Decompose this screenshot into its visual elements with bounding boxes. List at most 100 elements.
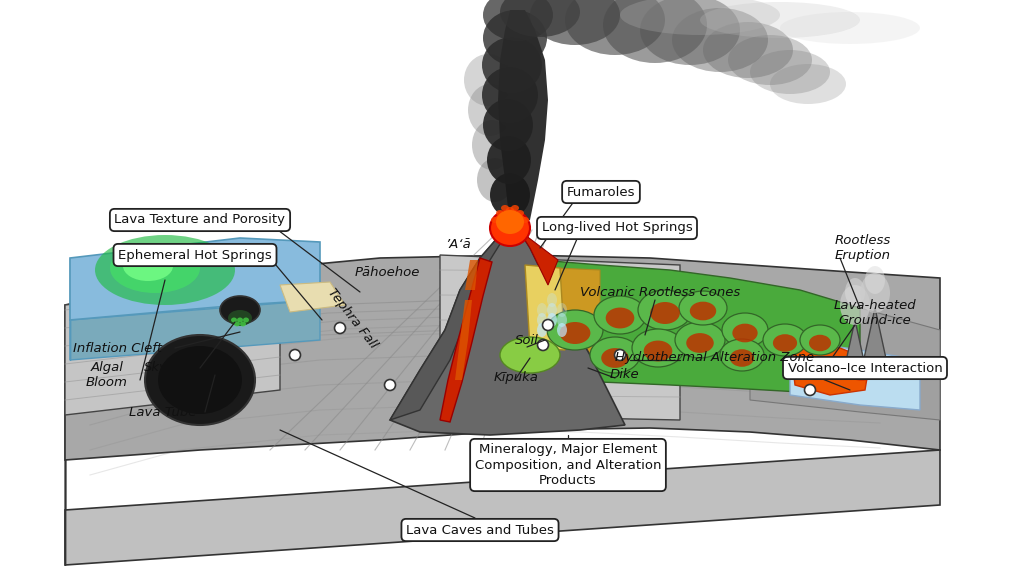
Ellipse shape bbox=[773, 334, 797, 352]
Text: Lava-heated
Ground-ice: Lava-heated Ground-ice bbox=[834, 299, 916, 327]
Text: Volcanic Rootless Cones: Volcanic Rootless Cones bbox=[580, 285, 740, 299]
Ellipse shape bbox=[800, 325, 840, 355]
Ellipse shape bbox=[482, 37, 542, 93]
Polygon shape bbox=[561, 265, 567, 420]
Circle shape bbox=[384, 379, 395, 391]
Polygon shape bbox=[65, 255, 940, 460]
Text: Soil: Soil bbox=[515, 333, 539, 347]
Text: Pāhoehoe: Pāhoehoe bbox=[354, 265, 420, 278]
Ellipse shape bbox=[547, 293, 557, 307]
Ellipse shape bbox=[620, 0, 780, 35]
Polygon shape bbox=[540, 260, 860, 395]
Ellipse shape bbox=[237, 317, 243, 323]
Ellipse shape bbox=[220, 296, 260, 324]
Text: Lava Tube: Lava Tube bbox=[129, 406, 197, 418]
Circle shape bbox=[335, 323, 345, 333]
Ellipse shape bbox=[521, 217, 529, 223]
Ellipse shape bbox=[228, 310, 252, 326]
Ellipse shape bbox=[686, 333, 714, 353]
Ellipse shape bbox=[722, 313, 768, 347]
Ellipse shape bbox=[537, 313, 547, 327]
Ellipse shape bbox=[482, 67, 538, 123]
Ellipse shape bbox=[468, 84, 512, 136]
Ellipse shape bbox=[547, 313, 557, 327]
Ellipse shape bbox=[477, 158, 513, 202]
Ellipse shape bbox=[557, 303, 567, 317]
Circle shape bbox=[543, 320, 554, 331]
Text: Tephra Fall: Tephra Fall bbox=[325, 285, 379, 351]
Text: ’Aʻā: ’Aʻā bbox=[445, 238, 471, 252]
Ellipse shape bbox=[650, 302, 680, 324]
Ellipse shape bbox=[490, 173, 530, 217]
Text: Volcano–Ice Interaction: Volcano–Ice Interaction bbox=[787, 362, 942, 375]
Polygon shape bbox=[525, 265, 565, 350]
Circle shape bbox=[538, 339, 549, 351]
Ellipse shape bbox=[840, 285, 870, 325]
Ellipse shape bbox=[487, 136, 531, 184]
Text: Rootless
Eruption: Rootless Eruption bbox=[835, 234, 891, 262]
Polygon shape bbox=[790, 340, 920, 410]
Ellipse shape bbox=[780, 12, 920, 44]
Ellipse shape bbox=[464, 54, 512, 106]
Ellipse shape bbox=[606, 308, 634, 328]
Ellipse shape bbox=[844, 360, 880, 380]
Ellipse shape bbox=[690, 301, 716, 320]
Polygon shape bbox=[390, 228, 510, 420]
Ellipse shape bbox=[750, 50, 830, 94]
Ellipse shape bbox=[234, 321, 240, 327]
Ellipse shape bbox=[537, 303, 547, 317]
Ellipse shape bbox=[638, 290, 692, 330]
Ellipse shape bbox=[675, 322, 725, 358]
Ellipse shape bbox=[730, 349, 754, 367]
Text: Fumaroles: Fumaroles bbox=[566, 186, 635, 198]
Polygon shape bbox=[750, 290, 940, 420]
Circle shape bbox=[805, 384, 815, 395]
Ellipse shape bbox=[640, 0, 740, 65]
Ellipse shape bbox=[472, 120, 512, 170]
Ellipse shape bbox=[231, 317, 237, 323]
Polygon shape bbox=[465, 260, 478, 290]
Ellipse shape bbox=[700, 2, 860, 38]
Ellipse shape bbox=[557, 323, 567, 337]
Ellipse shape bbox=[158, 346, 242, 414]
Ellipse shape bbox=[547, 310, 603, 350]
Polygon shape bbox=[520, 232, 558, 285]
Text: Ephemeral Hot Springs: Ephemeral Hot Springs bbox=[118, 249, 272, 261]
Text: Dike: Dike bbox=[609, 368, 639, 382]
Text: Mineralogy, Major Element
Composition, and Alteration
Products: Mineralogy, Major Element Composition, a… bbox=[475, 444, 662, 486]
Text: Hydrothermal Alteration Zone: Hydrothermal Alteration Zone bbox=[615, 351, 814, 364]
Ellipse shape bbox=[500, 337, 560, 373]
Ellipse shape bbox=[501, 205, 509, 211]
Ellipse shape bbox=[483, 0, 553, 41]
Text: Inflation Cleft: Inflation Cleft bbox=[74, 342, 163, 355]
Ellipse shape bbox=[496, 210, 524, 234]
Ellipse shape bbox=[95, 235, 234, 305]
Polygon shape bbox=[792, 340, 870, 395]
Text: Kīpuka: Kīpuka bbox=[494, 371, 539, 384]
Ellipse shape bbox=[559, 322, 591, 344]
Ellipse shape bbox=[490, 210, 530, 246]
Ellipse shape bbox=[632, 329, 684, 367]
Ellipse shape bbox=[483, 10, 547, 66]
Polygon shape bbox=[70, 238, 319, 320]
Ellipse shape bbox=[845, 278, 865, 306]
Ellipse shape bbox=[809, 335, 831, 351]
Polygon shape bbox=[863, 308, 887, 363]
Circle shape bbox=[290, 350, 300, 360]
Ellipse shape bbox=[110, 243, 200, 293]
Ellipse shape bbox=[703, 22, 793, 78]
Ellipse shape bbox=[590, 337, 640, 373]
Circle shape bbox=[614, 350, 626, 360]
Text: Algal
Bloom: Algal Bloom bbox=[86, 361, 128, 389]
Polygon shape bbox=[843, 320, 867, 375]
Ellipse shape bbox=[500, 0, 580, 37]
Ellipse shape bbox=[145, 335, 255, 425]
Ellipse shape bbox=[123, 251, 173, 281]
Ellipse shape bbox=[243, 317, 249, 323]
Ellipse shape bbox=[860, 273, 890, 313]
Polygon shape bbox=[65, 278, 280, 415]
Polygon shape bbox=[390, 228, 625, 435]
Polygon shape bbox=[583, 265, 589, 420]
Text: Lava Caves and Tubes: Lava Caves and Tubes bbox=[407, 524, 554, 536]
Ellipse shape bbox=[565, 0, 665, 55]
